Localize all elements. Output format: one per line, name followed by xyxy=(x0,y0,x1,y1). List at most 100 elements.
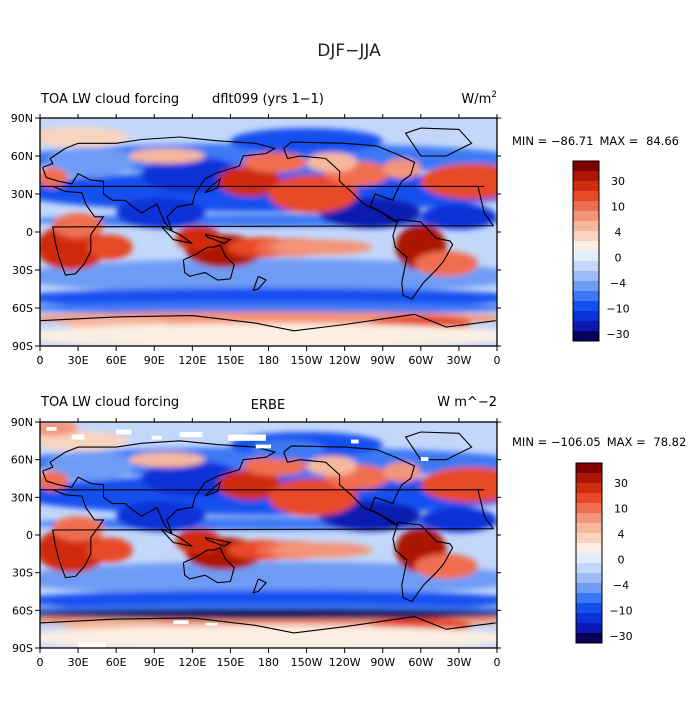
contour-region xyxy=(40,625,497,648)
contour-region xyxy=(243,152,307,173)
y-tick-label: 90N xyxy=(11,112,33,125)
colorbar-swatch xyxy=(573,181,599,192)
x-tick-label: 90E xyxy=(144,656,165,669)
map-panel-erbe: TOA LW cloud forcing ERBE W m^−2 0 30E 60E… xyxy=(11,395,687,669)
colorbar-swatch xyxy=(576,633,602,644)
y-tick-label: 90N xyxy=(11,416,33,429)
y-tick-label: 0 xyxy=(26,226,33,239)
contour-region xyxy=(40,167,68,188)
colorbar-label: −10 xyxy=(609,605,632,618)
coastline xyxy=(40,616,496,634)
map-field xyxy=(40,118,497,346)
colorbar-swatch xyxy=(576,583,602,594)
min-max-readout: MIN = −106.05 MAX = 78.82 xyxy=(512,435,686,449)
colorbar-swatch xyxy=(573,321,599,332)
coastline xyxy=(252,578,267,594)
missing-data-patch xyxy=(46,427,57,431)
x-tick-label: 30E xyxy=(68,354,89,367)
colorbar-swatch xyxy=(573,231,599,242)
y-tick-label: 30N xyxy=(11,491,33,504)
x-tick-label: 150E xyxy=(216,656,244,669)
colorbar-swatch xyxy=(573,271,599,282)
coastline xyxy=(204,177,222,194)
colorbar-swatch xyxy=(573,311,599,322)
colorbar-label: −4 xyxy=(610,277,626,290)
x-tick-label: 150W xyxy=(291,354,323,367)
x-tick-label: 90W xyxy=(370,656,395,669)
colorbar-swatch xyxy=(576,593,602,604)
contour-region xyxy=(40,301,497,315)
colorbar-swatch xyxy=(576,563,602,574)
y-tick-label: 60N xyxy=(11,150,33,163)
contour-region xyxy=(86,537,133,563)
colorbar-label: 30 xyxy=(611,175,625,188)
colorbar-label: −30 xyxy=(606,328,629,341)
panel-center-title: dflt099 (yrs 1−1) xyxy=(212,92,324,107)
contour-region xyxy=(420,507,497,533)
x-tick-label: 30W xyxy=(446,656,471,669)
colorbar-label: 4 xyxy=(615,226,622,239)
coastline xyxy=(182,546,235,584)
contour-region xyxy=(175,528,222,554)
colorbar-label: −10 xyxy=(606,303,629,316)
missing-data-patch xyxy=(151,435,162,440)
missing-data-patch xyxy=(116,429,132,435)
contour-region xyxy=(243,455,307,476)
colorbar-swatch xyxy=(573,241,599,252)
missing-data-patch xyxy=(227,434,266,441)
x-tick-label: 30W xyxy=(446,354,471,367)
y-tick-label: 60S xyxy=(12,604,33,617)
contour-region xyxy=(128,148,206,164)
x-tick-label: 120W xyxy=(329,354,361,367)
colorbar-swatch xyxy=(576,533,602,544)
colorbar-swatch xyxy=(576,473,602,484)
missing-data-patch xyxy=(255,444,272,449)
contour-region xyxy=(420,163,497,200)
y-tick-label: 90S xyxy=(12,642,33,655)
panel-left-title: TOA LW cloud forcing xyxy=(40,395,179,410)
colorbar-frame xyxy=(575,462,603,644)
y-tick-label: 0 xyxy=(26,529,33,542)
missing-data-patch xyxy=(351,439,359,444)
contour-region xyxy=(268,175,358,213)
colorbar-label: −4 xyxy=(613,579,629,592)
contour-region xyxy=(86,234,133,260)
coastline xyxy=(160,528,193,547)
coastline xyxy=(204,233,232,245)
x-tick-label: 150E xyxy=(216,354,244,367)
coastline xyxy=(160,225,193,244)
missing-data-patch xyxy=(179,432,203,438)
colorbar-swatch xyxy=(576,513,602,524)
x-tick-label: 90E xyxy=(144,354,165,367)
panel-left-title: TOA LW cloud forcing xyxy=(40,92,179,107)
coastline xyxy=(252,275,267,292)
coastline xyxy=(283,445,416,526)
contour-region xyxy=(40,470,68,492)
x-tick-label: 0 xyxy=(37,354,44,367)
colorbar-swatch xyxy=(573,171,599,182)
colorbar-swatch xyxy=(573,291,599,302)
y-tick-label: 30S xyxy=(12,264,33,277)
missing-data-patch xyxy=(78,641,107,648)
coastline xyxy=(392,521,454,603)
contour-region xyxy=(306,152,358,173)
page-title: DJF−JJA xyxy=(317,41,381,61)
x-tick-label: 120E xyxy=(178,354,206,367)
colorbar-swatch xyxy=(573,251,599,262)
coastline xyxy=(204,480,222,497)
contour-region xyxy=(414,553,478,579)
contour-region xyxy=(420,467,497,503)
colorbar-swatch xyxy=(573,191,599,202)
contour-region xyxy=(382,158,421,179)
map-field xyxy=(40,422,497,648)
coastline xyxy=(41,136,277,232)
contour-region xyxy=(40,258,497,295)
contour-region xyxy=(40,561,497,597)
colorbar-label: −30 xyxy=(609,630,632,643)
missing-data-patch xyxy=(205,622,218,626)
panel-units: W m^−2 xyxy=(437,395,497,410)
contour-region xyxy=(40,126,129,148)
colorbar-label: 10 xyxy=(614,503,628,516)
coastline xyxy=(392,218,454,300)
